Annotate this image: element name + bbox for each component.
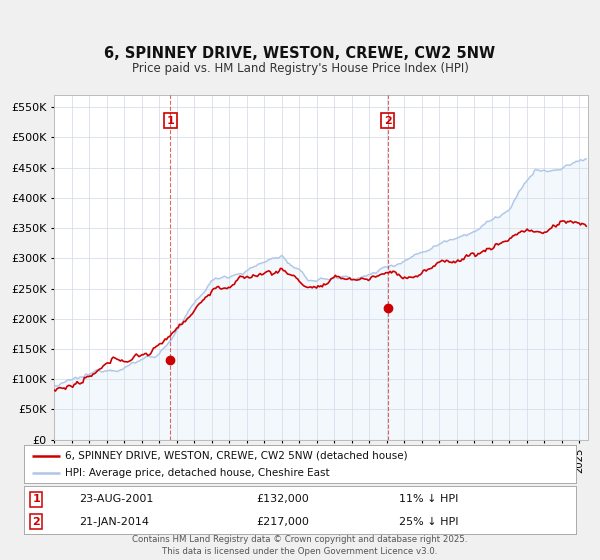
Text: 1: 1: [32, 494, 40, 505]
Text: 6, SPINNEY DRIVE, WESTON, CREWE, CW2 5NW (detached house): 6, SPINNEY DRIVE, WESTON, CREWE, CW2 5NW…: [65, 451, 408, 461]
Text: 6, SPINNEY DRIVE, WESTON, CREWE, CW2 5NW: 6, SPINNEY DRIVE, WESTON, CREWE, CW2 5NW: [104, 46, 496, 60]
Text: 1: 1: [166, 115, 174, 125]
Text: HPI: Average price, detached house, Cheshire East: HPI: Average price, detached house, Ches…: [65, 468, 330, 478]
Text: Contains HM Land Registry data © Crown copyright and database right 2025.
This d: Contains HM Land Registry data © Crown c…: [132, 535, 468, 556]
Text: 11% ↓ HPI: 11% ↓ HPI: [400, 494, 459, 505]
Text: 23-AUG-2001: 23-AUG-2001: [79, 494, 154, 505]
Text: 25% ↓ HPI: 25% ↓ HPI: [400, 517, 459, 527]
Text: 2: 2: [384, 115, 391, 125]
Text: £217,000: £217,000: [256, 517, 309, 527]
Text: Price paid vs. HM Land Registry's House Price Index (HPI): Price paid vs. HM Land Registry's House …: [131, 62, 469, 75]
Text: 2: 2: [32, 517, 40, 527]
Text: £132,000: £132,000: [256, 494, 308, 505]
Text: 21-JAN-2014: 21-JAN-2014: [79, 517, 149, 527]
